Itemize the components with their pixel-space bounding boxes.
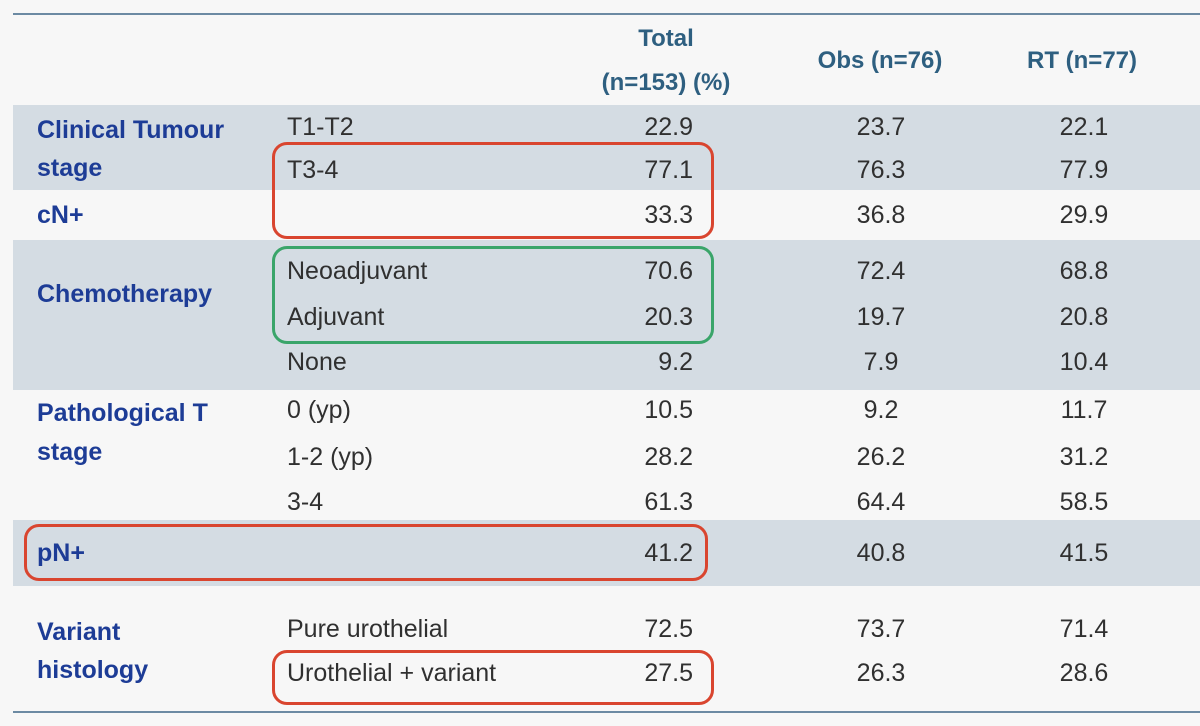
row-label: Urothelial + variant bbox=[287, 659, 497, 687]
top-rule bbox=[13, 13, 1200, 15]
row-label: 0 (yp) bbox=[287, 396, 351, 424]
obs-cell: 7.9 bbox=[863, 348, 899, 376]
group-label: stage bbox=[37, 438, 103, 466]
total-cell: 9.2 bbox=[658, 348, 693, 376]
rt-cell: 20.8 bbox=[1059, 303, 1109, 331]
row-label: T3-4 bbox=[287, 156, 339, 184]
rt-cell: 11.7 bbox=[1060, 396, 1108, 424]
header-cell: Total bbox=[638, 25, 694, 52]
header-cell: RT (n=77) bbox=[1026, 47, 1138, 74]
total-cell: 72.5 bbox=[644, 615, 693, 643]
row-label: 1-2 (yp) bbox=[287, 443, 374, 471]
rt-cell: 41.5 bbox=[1059, 539, 1109, 567]
rt-cell: 22.1 bbox=[1059, 113, 1109, 141]
bottom-rule bbox=[13, 711, 1200, 713]
highlight-box bbox=[272, 650, 714, 705]
rt-cell: 28.6 bbox=[1059, 659, 1109, 687]
group-label: Pathological T bbox=[37, 399, 208, 427]
total-cell: 10.5 bbox=[644, 396, 693, 424]
row-label: T1-T2 bbox=[287, 113, 354, 141]
obs-cell: 9.2 bbox=[863, 396, 899, 424]
row-band bbox=[13, 520, 1200, 586]
obs-cell: 76.3 bbox=[856, 156, 906, 184]
rt-cell: 68.8 bbox=[1059, 257, 1109, 285]
obs-cell: 72.4 bbox=[856, 257, 906, 285]
row-label: 3-4 bbox=[287, 488, 324, 516]
total-cell: 33.3 bbox=[644, 201, 693, 229]
rt-cell: 29.9 bbox=[1059, 201, 1109, 229]
highlight-box bbox=[24, 524, 708, 581]
total-cell: 77.1 bbox=[644, 156, 693, 184]
obs-cell: 73.7 bbox=[856, 615, 906, 643]
total-cell: 27.5 bbox=[644, 659, 693, 687]
group-label: pN+ bbox=[37, 539, 85, 567]
group-label: Variant bbox=[37, 618, 121, 646]
rt-cell: 58.5 bbox=[1059, 488, 1109, 516]
obs-cell: 40.8 bbox=[856, 539, 906, 567]
rt-cell: 31.2 bbox=[1059, 443, 1109, 471]
row-label: Pure urothelial bbox=[287, 615, 449, 643]
obs-cell: 26.3 bbox=[856, 659, 906, 687]
group-label: Clinical Tumour bbox=[37, 116, 225, 144]
total-cell: 61.3 bbox=[644, 488, 693, 516]
obs-cell: 23.7 bbox=[856, 113, 906, 141]
rt-cell: 77.9 bbox=[1059, 156, 1109, 184]
row-label: None bbox=[287, 348, 347, 376]
obs-cell: 26.2 bbox=[856, 443, 906, 471]
highlight-box bbox=[272, 142, 714, 239]
obs-cell: 64.4 bbox=[856, 488, 906, 516]
obs-cell: 36.8 bbox=[856, 201, 906, 229]
row-label: Adjuvant bbox=[287, 303, 385, 331]
group-label: stage bbox=[37, 154, 103, 182]
group-label: histology bbox=[37, 656, 149, 684]
rt-cell: 71.4 bbox=[1059, 615, 1109, 643]
total-cell: 20.3 bbox=[644, 303, 693, 331]
total-cell: 22.9 bbox=[644, 113, 693, 141]
total-cell: 28.2 bbox=[644, 443, 693, 471]
total-cell: 41.2 bbox=[644, 539, 693, 567]
rt-cell: 10.4 bbox=[1059, 348, 1109, 376]
header-cell: Obs (n=76) bbox=[817, 47, 943, 74]
header-cell: (n=153) (%) bbox=[601, 69, 731, 96]
row-label: Neoadjuvant bbox=[287, 257, 428, 285]
obs-cell: 19.7 bbox=[856, 303, 906, 331]
highlight-box bbox=[272, 246, 714, 344]
group-label: cN+ bbox=[37, 201, 84, 229]
group-label: Chemotherapy bbox=[37, 280, 213, 308]
row-band bbox=[13, 105, 1200, 190]
total-cell: 70.6 bbox=[644, 257, 693, 285]
row-band bbox=[13, 240, 1200, 390]
